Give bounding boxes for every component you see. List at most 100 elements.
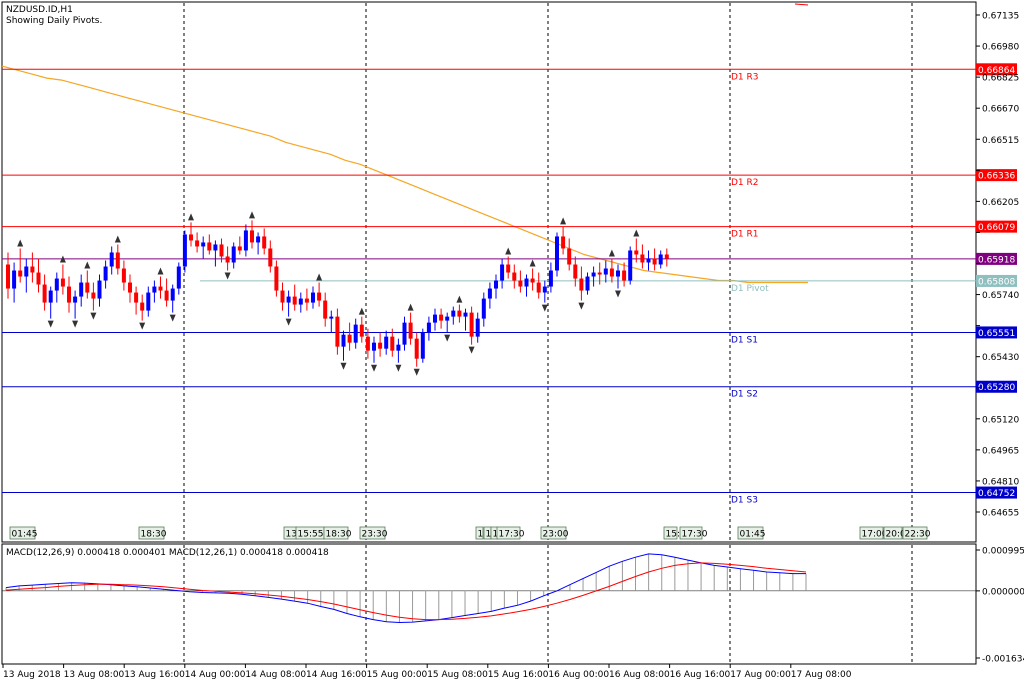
pivot-price-tag <box>976 220 1017 233</box>
fractal-up-arrow-icon <box>505 247 512 255</box>
pivot-price-value: 0.66079 <box>978 223 1015 233</box>
candle-body <box>152 286 157 293</box>
session-tag-text: 17:30 <box>499 530 525 540</box>
macd-axis-label: 0.000000 <box>982 587 1024 597</box>
candle-body <box>408 322 413 339</box>
price-axis-label: 0.66670 <box>982 105 1019 115</box>
session-tag <box>9 526 36 540</box>
session-tag <box>859 526 884 540</box>
session-tag-text: 23:00 <box>543 530 569 540</box>
time-axis: 13 Aug 2018 13 Aug 08:00 13 Aug 16:00 14 Au… <box>2 664 852 680</box>
macd-label: MACD(12,26,9) 0.000418 0.000401 MACD(12,… <box>6 548 329 558</box>
fractal-down-arrow-icon <box>541 304 548 312</box>
candle-body <box>378 342 383 349</box>
candle-body <box>243 230 248 251</box>
time-axis-label: 16 Aug 16:00 <box>670 670 731 680</box>
candle-body <box>542 286 547 293</box>
top-marker <box>794 3 809 6</box>
macd-pane[interactable] <box>1 543 977 665</box>
candle-body <box>329 316 334 319</box>
fractal-down-arrow-icon <box>224 272 231 280</box>
candle-body <box>463 312 468 317</box>
candle-body <box>237 246 242 251</box>
session-tag-text: 20:0 <box>886 530 906 540</box>
candle-body <box>176 266 181 289</box>
candle-body <box>628 250 633 281</box>
session-tag-text: 01:45 <box>740 530 766 540</box>
candle-body <box>335 316 340 347</box>
price-pane[interactable] <box>1 1 977 543</box>
candle-body <box>250 230 254 243</box>
candle-body <box>506 264 511 273</box>
candle-body <box>433 314 437 323</box>
candle-body <box>164 290 169 301</box>
candle-body <box>225 256 230 263</box>
current-price-value: 0.65918 <box>978 255 1015 265</box>
candle-body <box>42 284 47 303</box>
time-axis-label: 13 Aug 08:00 <box>64 670 125 680</box>
session-tags: 01:45 18:30 13:15:55 18:30 23:30 1 1 1 17:30 23:0… <box>9 526 931 540</box>
fractal-up-arrow-icon <box>529 259 536 267</box>
candle-body <box>146 292 151 311</box>
fractal-up-arrow-icon <box>114 235 121 243</box>
candle-body <box>524 278 529 287</box>
pivot-price-value: 0.66336 <box>978 172 1015 182</box>
candle-body <box>158 286 163 291</box>
session-tag <box>679 526 703 540</box>
candle-body <box>481 298 486 319</box>
fractal-up-arrow-icon <box>59 255 66 263</box>
candle-body <box>530 278 535 283</box>
candle-body <box>67 286 71 303</box>
candle-body <box>457 310 462 317</box>
fractal-up-arrow-icon <box>633 229 640 237</box>
session-tag-text: 1 <box>486 530 492 540</box>
candle-body <box>298 298 303 305</box>
candle-body <box>445 316 450 321</box>
candle-body <box>487 288 492 299</box>
fractal-down-arrow-icon <box>578 302 585 310</box>
session-tag-text: 13: <box>286 530 300 540</box>
candle-body <box>292 296 297 305</box>
macd-main-line <box>5 553 806 624</box>
candle-body <box>396 344 401 351</box>
fractal-up-arrow-icon <box>456 295 463 303</box>
candle-body <box>79 282 84 297</box>
candle-body <box>664 254 669 259</box>
session-tag <box>883 526 903 540</box>
candle-body <box>36 272 41 285</box>
time-axis-label: 17 Aug 08:00 <box>791 670 852 680</box>
fractal-down-arrow-icon <box>371 364 377 372</box>
price-axis-label: 0.65430 <box>982 353 1019 363</box>
fractal-up-arrow-icon <box>188 213 194 221</box>
session-tag <box>323 526 349 540</box>
candle-body <box>616 270 620 277</box>
current-price-tag <box>976 252 1017 265</box>
candle-body <box>6 264 10 289</box>
session-tag <box>475 526 484 540</box>
candle-body <box>262 236 267 249</box>
time-axis-label: 14 Aug 16:00 <box>306 670 367 680</box>
price-axis-label: 0.65120 <box>982 415 1019 425</box>
candle-body <box>652 258 657 265</box>
session-tag-text: 15: <box>666 530 680 540</box>
pivot-name-label: D1 S1 <box>731 335 758 345</box>
pivot-price-tag <box>976 274 1017 287</box>
candle-body <box>609 268 614 277</box>
candle-body <box>103 266 108 281</box>
candle-body <box>359 324 364 337</box>
candle-body <box>646 258 651 263</box>
fractal-down-arrow-icon <box>468 346 475 354</box>
candle-body <box>219 244 224 257</box>
candle-body <box>402 322 407 345</box>
candle-body <box>121 268 126 283</box>
fractal-up-arrow-icon <box>157 267 164 275</box>
session-tag-text: 23:30 <box>362 530 388 540</box>
time-axis-label: 17 Aug 00:00 <box>730 670 791 680</box>
candle-body <box>201 242 206 247</box>
fractal-up-arrow-icon <box>358 307 365 315</box>
pivot-price-tag <box>976 486 1017 499</box>
session-tag-text: 01:45 <box>12 530 38 540</box>
fractal-down-arrow-icon <box>90 312 97 320</box>
candle-body <box>475 318 480 337</box>
